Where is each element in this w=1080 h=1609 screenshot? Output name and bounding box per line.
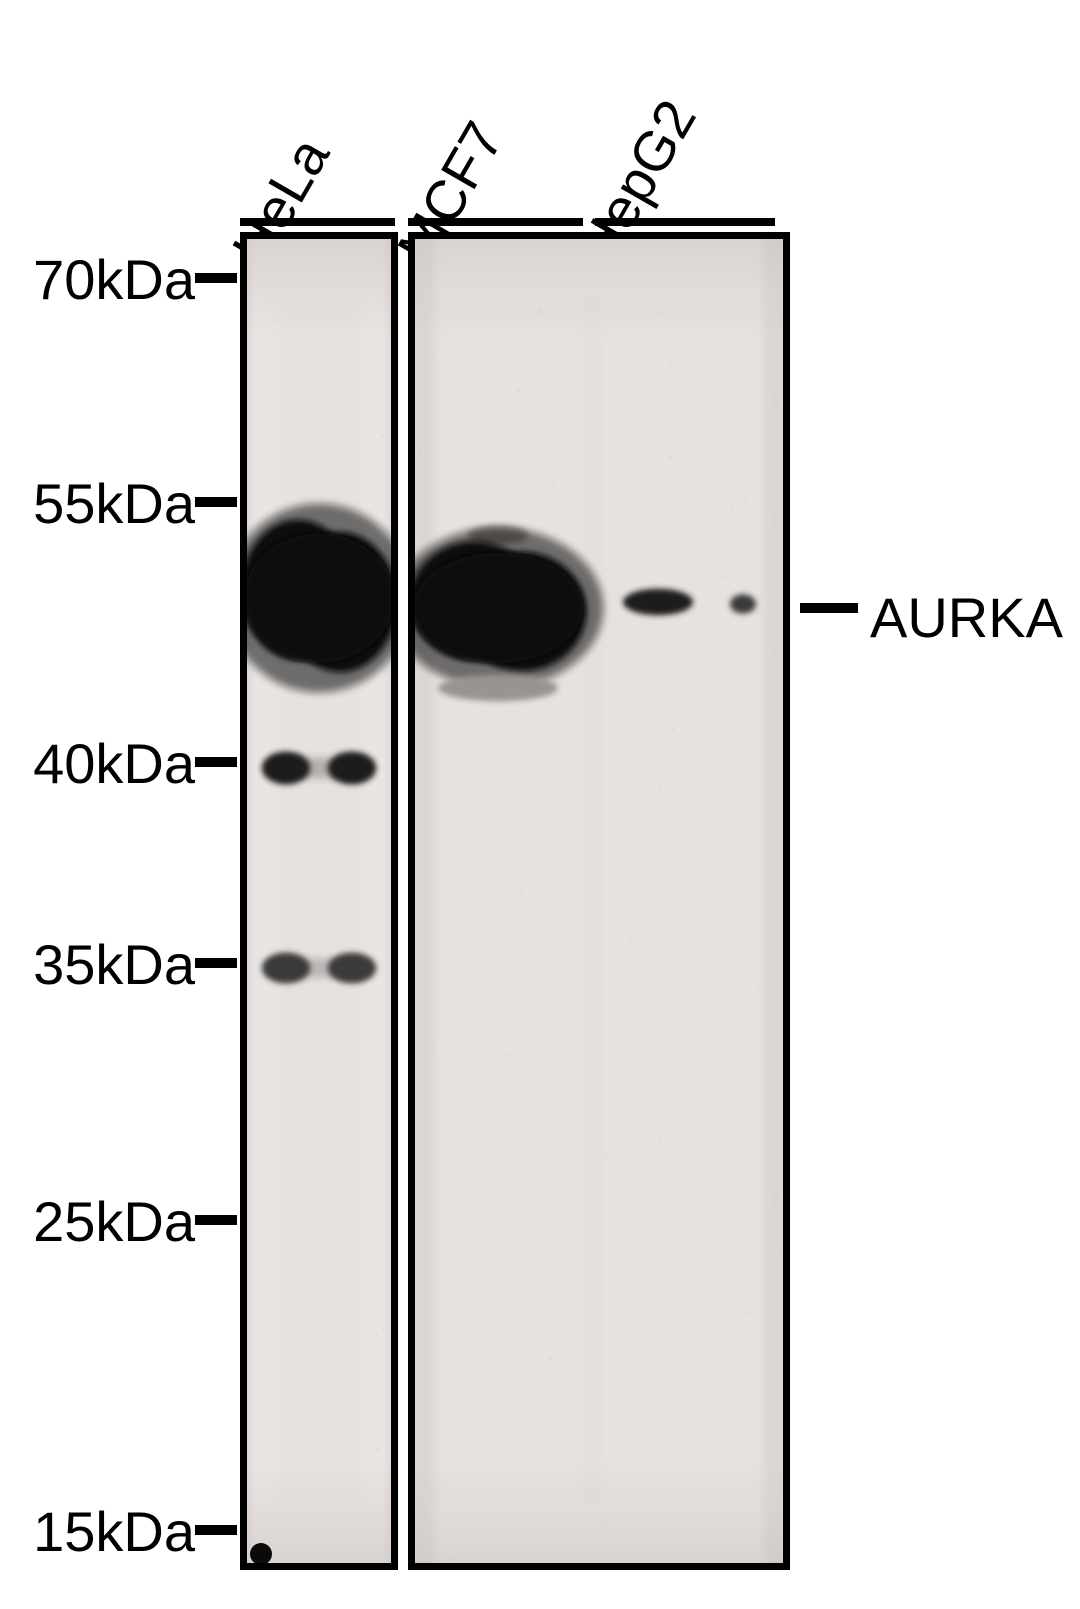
- lane-underline-hepg2: [595, 218, 775, 226]
- mw-label-text: 15kDa: [33, 1500, 195, 1563]
- target-label: AURKA: [870, 585, 1063, 650]
- target-label-text: AURKA: [870, 586, 1063, 649]
- mw-label-text: 35kDa: [33, 933, 195, 996]
- mw-tick-35: [195, 958, 237, 968]
- western-blot-figure: HeLa MCF7 HepG2 70kDa 55kDa 40kDa 35kDa …: [0, 0, 1080, 1609]
- mw-tick-15: [195, 1525, 237, 1535]
- mw-label-35: 35kDa: [0, 932, 195, 997]
- mw-tick-40: [195, 757, 237, 767]
- mw-label-text: 25kDa: [33, 1190, 195, 1253]
- mw-tick-70: [195, 273, 237, 283]
- mw-label-55: 55kDa: [0, 471, 195, 536]
- lane-underline-mcf7: [408, 218, 583, 226]
- mw-label-text: 55kDa: [33, 472, 195, 535]
- mw-label-40: 40kDa: [0, 731, 195, 796]
- mw-label-text: 70kDa: [33, 248, 195, 311]
- mw-tick-55: [195, 497, 237, 507]
- mw-label-text: 40kDa: [33, 732, 195, 795]
- mw-label-70: 70kDa: [0, 247, 195, 312]
- mw-label-15: 15kDa: [0, 1499, 195, 1564]
- blot-panel-2: [408, 232, 790, 1570]
- lane-underline-hela: [240, 218, 395, 226]
- blot-panel-1: [240, 232, 398, 1570]
- mw-tick-25: [195, 1215, 237, 1225]
- target-tick: [800, 603, 858, 613]
- mw-label-25: 25kDa: [0, 1189, 195, 1254]
